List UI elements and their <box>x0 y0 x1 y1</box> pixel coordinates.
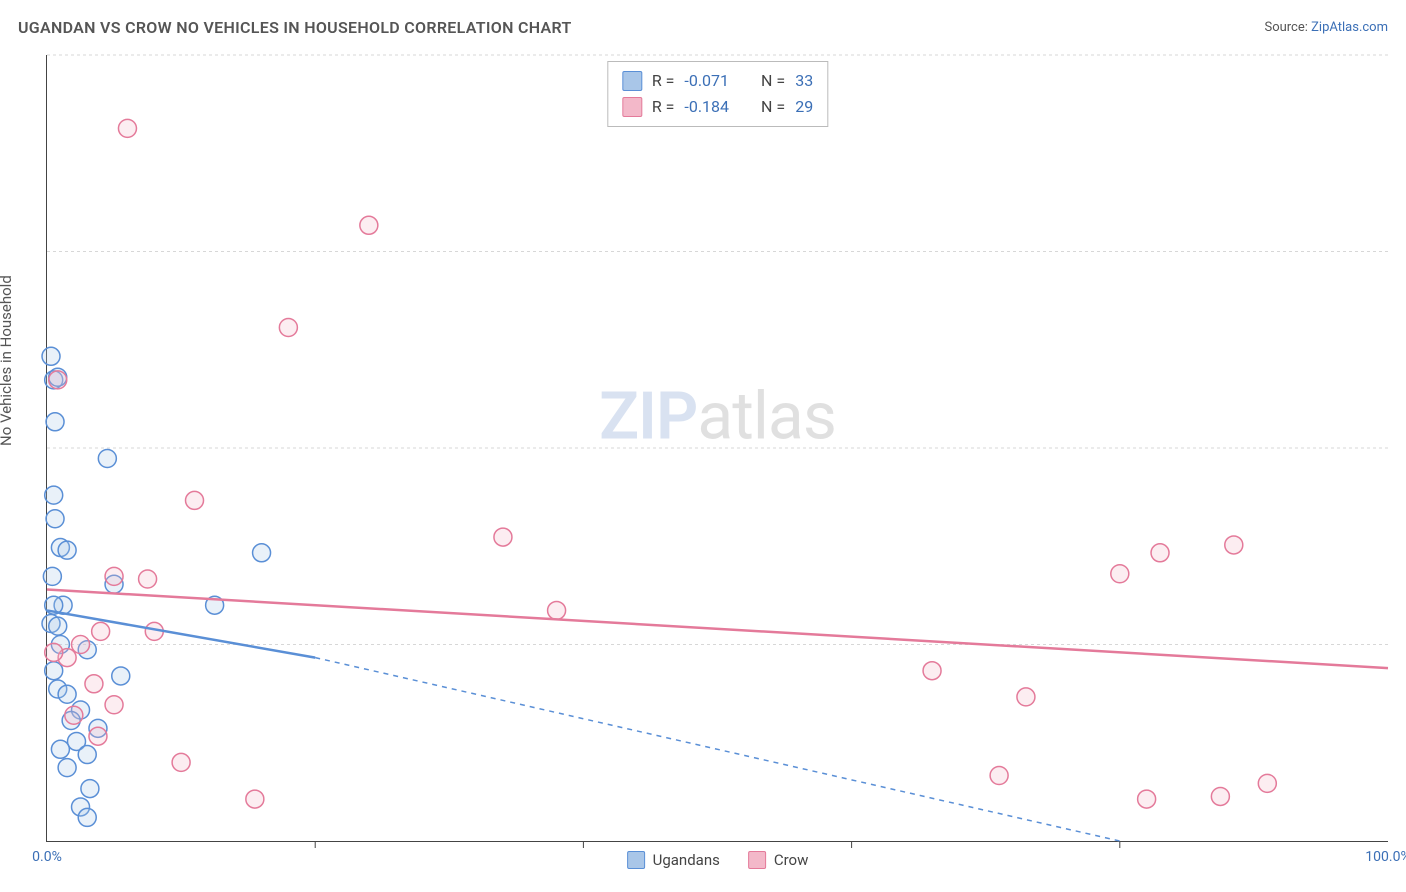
chart-plot-area: ZIPatlas R =-0.071N =33R =-0.184N =29 Ug… <box>46 55 1388 842</box>
legend-r-label: R = <box>652 68 675 94</box>
legend-n-label: N = <box>761 68 785 94</box>
legend-n-label: N = <box>761 94 785 120</box>
chart-source: Source: ZipAtlas.com <box>1264 20 1388 35</box>
series-legend-label: Ugandans <box>653 851 720 869</box>
source-prefix: Source: <box>1264 20 1311 35</box>
legend-swatch <box>748 851 766 869</box>
chart-svg <box>47 55 1388 841</box>
legend-row: R = -0.184 N = 29 <box>622 94 813 120</box>
series-legend-label: Crow <box>774 851 809 869</box>
legend-r-value: -0.071 <box>684 68 729 94</box>
x-tick-label: 100.0% <box>1365 849 1406 865</box>
y-axis-label: No Vehicles in Household <box>0 275 15 446</box>
series-legend-item: Ugandans <box>627 851 720 869</box>
legend-swatch <box>627 851 645 869</box>
series-legend: Ugandans Crow <box>627 851 809 869</box>
legend-r-value: -0.184 <box>684 94 729 120</box>
chart-header: UGANDAN VS CROW NO VEHICLES IN HOUSEHOLD… <box>18 18 1388 37</box>
legend-r-label: R = <box>652 94 675 120</box>
legend-row: R = -0.071 N = 33 <box>622 68 813 94</box>
series-legend-item: Crow <box>748 851 809 869</box>
legend-swatch <box>622 97 642 117</box>
legend-n-value: 29 <box>795 94 813 120</box>
x-tick-label: 0.0% <box>32 849 62 865</box>
legend-n-value: 33 <box>795 68 813 94</box>
correlation-legend: R = -0.071 N = 33 R = -0.184 N = 29 <box>607 61 828 127</box>
legend-swatch <box>622 71 642 91</box>
source-link[interactable]: ZipAtlas.com <box>1311 20 1388 35</box>
chart-title: UGANDAN VS CROW NO VEHICLES IN HOUSEHOLD… <box>18 18 572 37</box>
